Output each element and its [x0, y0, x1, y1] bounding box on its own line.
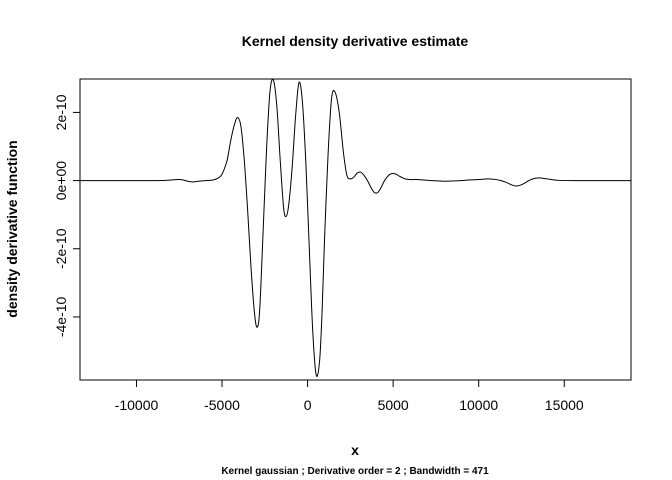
- y-tick-label: 2e-10: [53, 94, 69, 130]
- y-tick-label: -4e-10: [53, 296, 69, 337]
- series-layer: [79, 78, 632, 377]
- y-axis: 2e-10 0e+00 -2e-10 -4e-10: [53, 94, 81, 337]
- chart-subtitle: Kernel gaussian ; Derivative order = 2 ;…: [221, 466, 489, 477]
- x-tick-label: 15000: [545, 397, 584, 413]
- x-tick-label: 5000: [378, 397, 409, 413]
- x-axis: -10000 -5000 0 5000 10000 15000: [115, 379, 584, 413]
- x-tick-label: -10000: [115, 397, 159, 413]
- x-tick-label: -5000: [204, 397, 240, 413]
- chart-title: Kernel density derivative estimate: [242, 33, 469, 49]
- y-axis-label: density derivative function: [4, 140, 20, 317]
- plot-frame: [79, 78, 632, 381]
- x-tick-label: 0: [304, 397, 312, 413]
- x-axis-label: x: [351, 442, 359, 458]
- y-tick-label: -2e-10: [53, 228, 69, 269]
- y-tick-label: 0e+00: [53, 161, 69, 201]
- density-derivative-line: [79, 78, 632, 377]
- x-tick-label: 10000: [459, 397, 498, 413]
